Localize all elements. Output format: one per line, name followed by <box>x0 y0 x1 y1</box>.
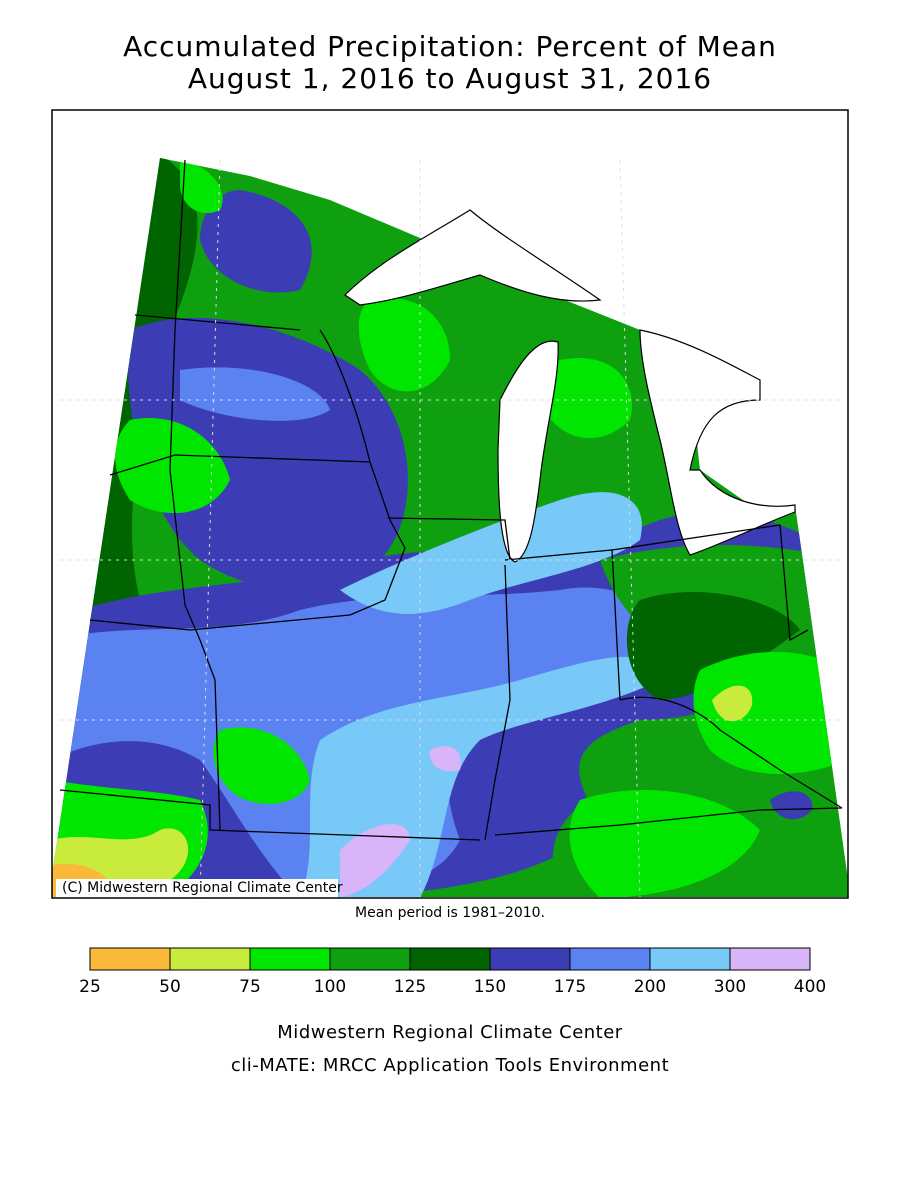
legend: 25 50 75 100 125 150 175 200 300 400 <box>79 947 826 997</box>
legend-tick-label: 75 <box>239 977 261 997</box>
map-frame <box>51 109 849 899</box>
graticule <box>60 159 840 899</box>
footer-line: cli-MATE: MRCC Application Tools Environ… <box>231 1055 669 1076</box>
legend-tick-label: 300 <box>714 977 746 997</box>
legend-tick-label: 400 <box>794 977 826 997</box>
legend-tick-label: 150 <box>474 977 506 997</box>
legend-tick-label: 125 <box>394 977 426 997</box>
title: Accumulated Precipitation: Percent of Me… <box>123 30 777 63</box>
lakes <box>344 209 796 563</box>
legend-swatch <box>249 947 331 971</box>
legend-tick-label: 175 <box>554 977 586 997</box>
legend-tick-label: 200 <box>634 977 666 997</box>
legend-tick-label: 25 <box>79 977 101 997</box>
subtitle: August 1, 2016 to August 31, 2016 <box>188 62 712 95</box>
legend-swatch <box>489 947 571 971</box>
copyright-box <box>56 879 338 897</box>
footer-line: Midwestern Regional Climate Center <box>277 1022 623 1043</box>
copyright: (C) Midwestern Regional Climate Center <box>62 880 343 896</box>
legend-swatch <box>329 947 411 971</box>
legend-tick-label: 100 <box>314 977 346 997</box>
legend-swatch <box>569 947 651 971</box>
legend-swatch <box>729 947 811 971</box>
legend-swatch <box>649 947 731 971</box>
legend-tick-label: 50 <box>159 977 181 997</box>
legend-swatch <box>409 947 491 971</box>
borders <box>59 159 843 841</box>
legend-swatch <box>169 947 251 971</box>
legend-swatch <box>89 947 171 971</box>
mean-period-note: Mean period is 1981–2010. <box>355 905 545 921</box>
